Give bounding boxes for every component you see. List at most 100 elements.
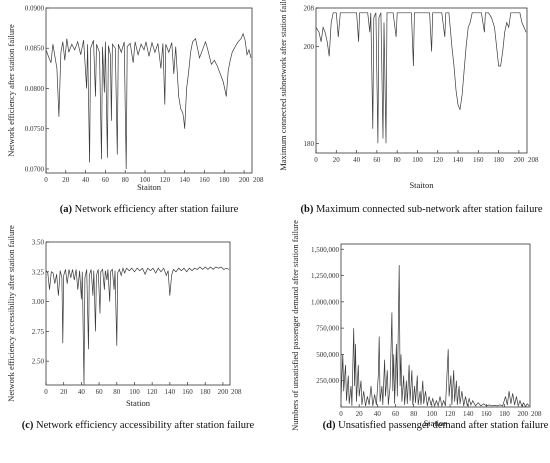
x-tick-label: 180 (200, 388, 211, 396)
series-line (315, 12, 527, 144)
x-tick-label: 0 (44, 176, 48, 184)
plot-frame (45, 241, 231, 386)
y-tick-label: 0.0750 (25, 125, 45, 133)
y-axis-label: Network efficiency accessibility after s… (6, 225, 16, 402)
x-tick-label: 180 (493, 156, 504, 164)
y-tick-label: 0.0850 (25, 45, 45, 53)
panel-letter: (a) (60, 204, 73, 215)
x-tick-label: 200 (239, 176, 250, 184)
y-axis-label: Numbers of unsatisfied passenger demand … (290, 220, 300, 431)
chart-panel-c: 0 20 40 60 80 100 120 140 160 180 200 208 2.50 2.75 3.… (6, 225, 255, 431)
series-line (45, 266, 230, 386)
y-tick-label: 3.25 (32, 268, 45, 276)
x-tick-label: 40 (78, 388, 86, 396)
panel-caption-text: Unsatisfied passenger demand after stati… (336, 420, 549, 431)
x-tick-label: 20 (60, 388, 68, 396)
x-tick-label: 140 (453, 156, 464, 164)
x-tick-label: 40 (374, 410, 382, 418)
x-tick-label: 0 (339, 410, 343, 418)
chart-panel-d: 0 20 40 60 80 100 120 140 160 180 200 208 250,000 500… (290, 220, 549, 431)
panel-letter: (d) (323, 420, 336, 431)
x-tick-label: 200 (514, 156, 525, 164)
y-tick-label: 250,000 (316, 377, 339, 385)
x-tick-label: 140 (165, 388, 176, 396)
x-axis-label: Station (126, 398, 151, 408)
x-end-label: 208 (528, 156, 539, 164)
x-tick-label: 160 (481, 410, 492, 418)
x-tick-label: 20 (356, 410, 364, 418)
x-tick-label: 180 (219, 176, 230, 184)
y-tick-label: 1,500,000 (311, 246, 340, 254)
panel-caption-text: Network efficiency accessibility after s… (33, 420, 254, 431)
x-axis-label: Staiton (409, 180, 434, 190)
y-tick-label: 0.0800 (25, 85, 45, 93)
x-tick-label: 120 (445, 410, 456, 418)
x-tick-label: 0 (314, 156, 318, 164)
x-end-label: 208 (253, 176, 264, 184)
y-tick-label: 208 (304, 5, 315, 13)
x-tick-label: 100 (412, 156, 423, 164)
y-tick-label: 2.50 (32, 358, 45, 366)
x-tick-label: 60 (96, 388, 104, 396)
panel-caption: (c) Network efficiency accessibility aft… (22, 420, 255, 431)
x-tick-label: 40 (353, 156, 361, 164)
y-tick-label: 1,250,000 (311, 272, 340, 280)
x-tick-label: 0 (44, 388, 48, 396)
x-end-label: 208 (531, 410, 542, 418)
panel-caption: (d) Unsatisfied passenger demand after s… (323, 420, 549, 431)
x-tick-label: 100 (140, 176, 151, 184)
y-tick-label: 200 (304, 43, 315, 51)
panel-caption-text: Maximum connected sub-network after stat… (313, 204, 543, 215)
y-tick-label: 3.50 (32, 239, 45, 247)
y-tick-label: 0.0700 (25, 165, 45, 173)
x-tick-label: 40 (82, 176, 90, 184)
x-tick-label: 60 (102, 176, 110, 184)
y-axis-label: Network efficiency after station failure (6, 24, 16, 157)
x-tick-label: 120 (147, 388, 158, 396)
x-tick-label: 160 (473, 156, 484, 164)
y-tick-label: 500,000 (316, 351, 339, 359)
x-end-label: 208 (231, 388, 242, 396)
x-tick-label: 180 (499, 410, 510, 418)
x-tick-label: 100 (427, 410, 438, 418)
y-tick-label: 3.00 (32, 298, 45, 306)
x-tick-label: 200 (218, 388, 229, 396)
x-tick-label: 100 (129, 388, 140, 396)
plot-frame (45, 7, 253, 174)
x-tick-label: 80 (113, 388, 121, 396)
panel-letter: (b) (300, 204, 313, 215)
x-tick-label: 80 (122, 176, 130, 184)
x-axis-label: Staiton (137, 182, 162, 192)
panel-letter: (c) (22, 420, 34, 431)
panel-caption: (a) Network efficiency after station fai… (60, 204, 239, 215)
chart-panel-b: 0 20 40 60 80 100 120 140 160 180 200 208180200208S… (278, 0, 543, 215)
panel-caption: (b) Maximum connected sub-network after … (300, 204, 542, 215)
x-tick-label: 20 (62, 176, 70, 184)
y-tick-label: 0.0900 (25, 5, 45, 13)
x-tick-label: 80 (410, 410, 418, 418)
series-line (45, 32, 252, 170)
x-tick-label: 140 (463, 410, 474, 418)
series-line (340, 264, 530, 408)
x-tick-label: 80 (394, 156, 402, 164)
x-tick-label: 200 (517, 410, 528, 418)
x-tick-label: 160 (182, 388, 193, 396)
x-axis-label: Station (423, 418, 448, 428)
x-tick-label: 60 (392, 410, 400, 418)
y-tick-label: 1,000,000 (311, 298, 340, 306)
x-tick-label: 160 (199, 176, 210, 184)
chart-panel-a: 0 20 40 60 80 100 120 140 160 180 200 208 0.0700 0.07… (6, 5, 264, 216)
panel-caption-text: Network efficiency after station failure (72, 204, 239, 215)
plot-frame (315, 7, 528, 154)
x-tick-label: 120 (160, 176, 171, 184)
x-tick-label: 120 (432, 156, 443, 164)
x-tick-label: 60 (373, 156, 381, 164)
y-tick-label: 2.75 (32, 328, 45, 336)
plot-frame (340, 243, 531, 408)
x-tick-label: 140 (179, 176, 190, 184)
x-tick-label: 20 (333, 156, 341, 164)
y-tick-label: 180 (304, 140, 315, 148)
y-tick-label: 750,000 (316, 325, 339, 333)
y-axis-label: Maximum connected subnetwork after stati… (278, 0, 288, 171)
